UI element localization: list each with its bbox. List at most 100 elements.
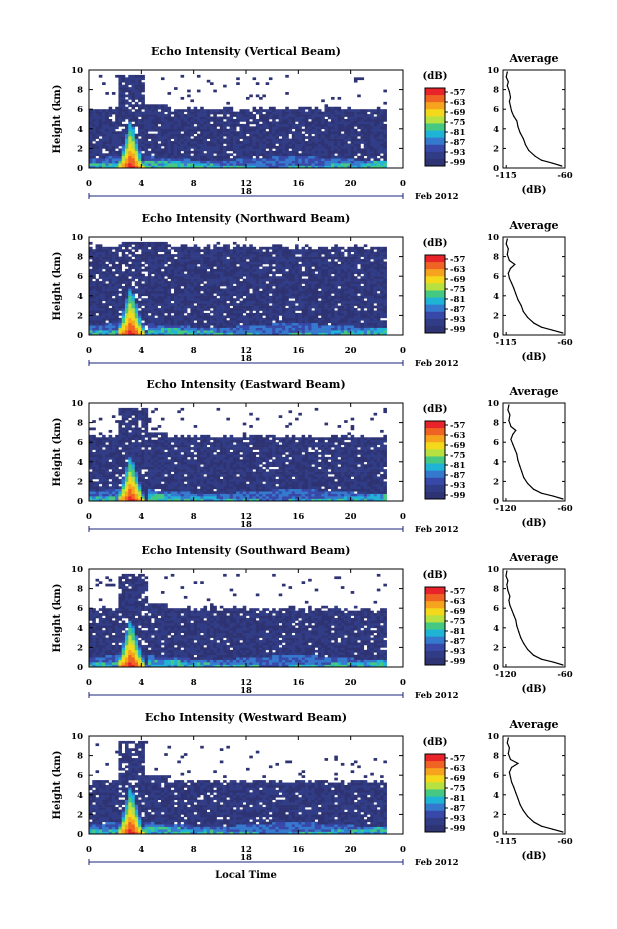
heatmap-cell xyxy=(105,263,109,267)
heatmap-cell xyxy=(102,288,106,292)
heatmap-cell xyxy=(144,259,149,262)
heatmap-cell xyxy=(183,165,188,169)
heatmap-cell xyxy=(95,133,100,137)
heatmap-cell xyxy=(383,141,387,144)
heatmap-cell xyxy=(295,114,299,117)
heatmap-cell xyxy=(340,308,345,311)
heatmap-cell xyxy=(268,320,273,324)
heatmap-cell xyxy=(89,283,93,287)
heatmap-cell xyxy=(121,143,126,147)
heatmap-cell xyxy=(187,266,191,270)
heatmap-cell xyxy=(105,254,109,257)
heatmap-cell xyxy=(232,119,237,122)
heatmap-cell xyxy=(291,126,296,130)
heatmap-cell xyxy=(216,131,221,134)
heatmap-cell xyxy=(246,123,250,127)
heatmap-cell xyxy=(147,332,152,336)
heatmap-cell xyxy=(105,276,109,279)
heatmap-cell xyxy=(278,305,283,309)
heatmap-cell xyxy=(383,111,387,115)
heatmap-cell xyxy=(249,246,253,250)
heatmap-cell xyxy=(278,244,283,248)
heatmap-cell xyxy=(317,249,322,252)
heatmap-cell xyxy=(291,131,296,134)
heatmap-cell xyxy=(223,332,227,336)
heatmap-cell xyxy=(298,278,302,282)
heatmap-cell xyxy=(167,271,172,275)
heatmap-cell xyxy=(321,317,325,321)
average-title: Average xyxy=(508,52,558,65)
heatmap-cell xyxy=(115,295,119,299)
heatmap-cell xyxy=(141,104,145,108)
heatmap-cell xyxy=(118,92,123,95)
heatmap-cell xyxy=(337,163,342,166)
heatmap-cell xyxy=(177,128,181,132)
heatmap-cell xyxy=(304,266,309,270)
heatmap-cell xyxy=(337,165,342,169)
heatmap-cell xyxy=(265,266,270,270)
heatmap-cell xyxy=(262,254,266,257)
heatmap-cell xyxy=(334,163,338,166)
heatmap-cell xyxy=(164,332,168,336)
heatmap-cell xyxy=(141,268,145,272)
heatmap-cell xyxy=(331,138,335,142)
heatmap-cell xyxy=(340,133,345,137)
heatmap-cell xyxy=(272,119,276,122)
heatmap-cell xyxy=(272,116,276,120)
heatmap-cell xyxy=(115,263,119,267)
heatmap-cell xyxy=(334,158,338,161)
heatmap-cell xyxy=(249,330,253,333)
heatmap-cell xyxy=(291,268,296,272)
heatmap-cell xyxy=(232,165,237,169)
heatmap-cell xyxy=(216,141,221,144)
heatmap-cell xyxy=(108,330,113,333)
heatmap-cell xyxy=(314,281,319,284)
heatmap-cell xyxy=(167,163,172,166)
heatmap-cell xyxy=(249,298,253,301)
heatmap-cell xyxy=(308,106,312,110)
heatmap-cell xyxy=(226,148,230,152)
heatmap-cell xyxy=(226,286,230,289)
heatmap-cell xyxy=(344,138,348,142)
heatmap-cell xyxy=(324,133,329,137)
heatmap-cell xyxy=(278,138,283,142)
heatmap-cell xyxy=(268,308,273,311)
heatmap-cell xyxy=(134,89,139,93)
heatmap-cell xyxy=(154,160,158,164)
heatmap-cell xyxy=(357,114,361,117)
heatmap-cell xyxy=(213,160,217,164)
heatmap-cell xyxy=(203,131,208,134)
heatmap-cell xyxy=(337,128,342,132)
heatmap-cell xyxy=(317,121,322,125)
heatmap-cell xyxy=(249,145,253,149)
heatmap-cell xyxy=(108,133,113,137)
heatmap-cell xyxy=(298,320,302,324)
heatmap-cell xyxy=(108,119,113,122)
heatmap-cell xyxy=(331,327,335,331)
heatmap-cell xyxy=(304,303,309,306)
heatmap-cell xyxy=(157,145,162,149)
heatmap-cell xyxy=(344,123,348,127)
heatmap-cell xyxy=(249,268,253,272)
heatmap-cell xyxy=(272,153,276,157)
heatmap-cell xyxy=(131,288,136,292)
heatmap-cell xyxy=(121,308,126,311)
heatmap-cell xyxy=(105,293,109,297)
heatmap-cell xyxy=(160,271,165,275)
heatmap-cell xyxy=(111,155,116,159)
heatmap-cell xyxy=(252,259,257,262)
heatmap-cell xyxy=(262,261,266,265)
heatmap-cell xyxy=(281,119,286,122)
heatmap-cell xyxy=(321,251,325,255)
heatmap-cell xyxy=(174,271,178,275)
heatmap-cell xyxy=(337,330,342,333)
heatmap-cell xyxy=(164,310,168,314)
heatmap-cell xyxy=(288,119,293,122)
heatmap-cell xyxy=(239,263,244,267)
heatmap-cell xyxy=(321,111,325,115)
heatmap-cell xyxy=(124,256,129,260)
heatmap-cell xyxy=(210,109,214,112)
heatmap-cell xyxy=(334,109,338,112)
heatmap-cell xyxy=(108,123,113,127)
heatmap-cell xyxy=(298,111,302,115)
